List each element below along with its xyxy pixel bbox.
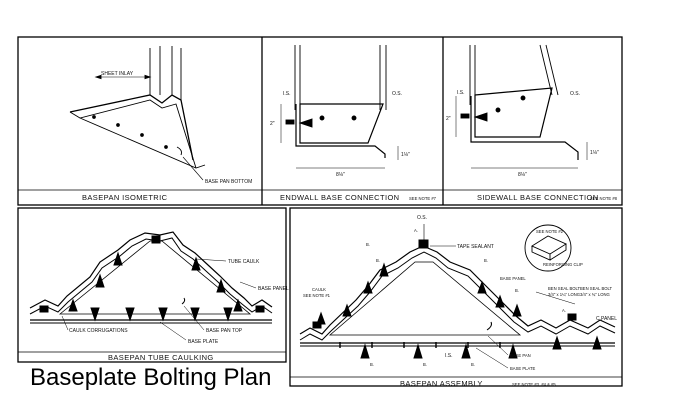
bolt-a-label: BEN SEAL BOLT	[548, 286, 581, 291]
base-panel-label: BASE PANEL	[258, 286, 289, 292]
base-pan-top-label: BASE PAN TOP	[206, 328, 243, 334]
tube-caulking-caption: BASEPAN TUBE CAULKING	[108, 353, 214, 362]
assembly-frame	[289, 207, 623, 387]
assembly-base-plate-label: BASE PLATE	[510, 366, 535, 371]
assembly-base-pan-label: BASE PAN	[510, 353, 531, 358]
assembly-base-panel-label: BASE PANEL	[500, 276, 526, 281]
sidewall-is-label: I.S.	[457, 90, 465, 96]
assembly-caption: BASEPAN ASSEMBLY	[400, 379, 483, 388]
caulk-corrugations-label: CAULK CORRUGATIONS	[69, 328, 128, 334]
tube-caulking-drawing	[29, 231, 273, 341]
marker-b: B.	[484, 258, 488, 263]
sidewall-height-dim: 2"	[446, 116, 451, 122]
endwall-note: SEE NOTE #7	[409, 196, 437, 201]
endwall-height-dim: 2"	[270, 121, 275, 127]
assembly-note: SEE NOTE #3, #4 & #5	[512, 382, 556, 387]
reinforcing-clip-label: REINFORCING CLIP	[543, 262, 583, 267]
sidewall-lip-dim: 1⅛"	[590, 150, 599, 156]
marker-b: B.	[370, 362, 374, 367]
sidewall-width-dim: 8⅛"	[518, 172, 527, 178]
see-note-2-label: SEE NOTE #2	[536, 229, 564, 234]
sidewall-drawing	[455, 44, 588, 169]
marker-b: B.	[376, 258, 380, 263]
sidewall-note: SEE NOTE #8	[590, 196, 618, 201]
marker-a: A.	[414, 228, 418, 233]
page-title: Baseplate Bolting Plan	[30, 364, 272, 391]
bolt-a-size-label: 3/4" x 1¼" LONG	[548, 292, 580, 297]
assembly-os-label: O.S.	[417, 215, 427, 221]
bolt-b-label: BEN SEAL BOLT	[580, 286, 613, 291]
base-plate-label: BASE PLATE	[188, 339, 219, 345]
marker-b: B.	[471, 362, 475, 367]
tube-caulk-label: TUBE CAULK	[228, 259, 260, 265]
bolt-b-size-label: 3/4" x ¾" LONG	[580, 292, 610, 297]
endwall-caption: ENDWALL BASE CONNECTION	[280, 193, 400, 202]
endwall-lip-dim: 1⅛"	[401, 152, 410, 158]
c-panel-label: C PANEL	[596, 316, 617, 322]
tape-sealant-label: TAPE SEALANT	[457, 244, 494, 250]
marker-b: B.	[423, 362, 427, 367]
assembly-drawing	[299, 224, 616, 369]
isometric-drawing	[69, 46, 206, 181]
assembly-is-label: I.S.	[445, 353, 453, 359]
endwall-drawing	[280, 45, 399, 169]
panel-frames	[17, 36, 623, 387]
sidewall-os-label: O.S.	[570, 91, 580, 97]
caulk-label: CAULK	[312, 287, 326, 292]
endwall-os-label: O.S.	[392, 91, 402, 97]
marker-b: B.	[515, 288, 519, 293]
top-row-frame	[17, 36, 623, 206]
tube-caulking-frame	[17, 207, 287, 363]
marker-a: A.	[562, 308, 566, 313]
endwall-width-dim: 8⅛"	[336, 172, 345, 178]
endwall-is-label: I.S.	[283, 91, 291, 97]
base-pan-bottom-label: BASE PAN BOTTOM	[205, 179, 252, 185]
sheet-inlay-label: SHEET INLAY	[101, 71, 134, 77]
marker-b: B.	[366, 242, 370, 247]
see-note-1-label: SEE NOTE #1	[303, 293, 331, 298]
sidewall-caption: SIDEWALL BASE CONNECTION	[477, 193, 599, 202]
isometric-caption: BASEPAN ISOMETRIC	[82, 193, 168, 202]
